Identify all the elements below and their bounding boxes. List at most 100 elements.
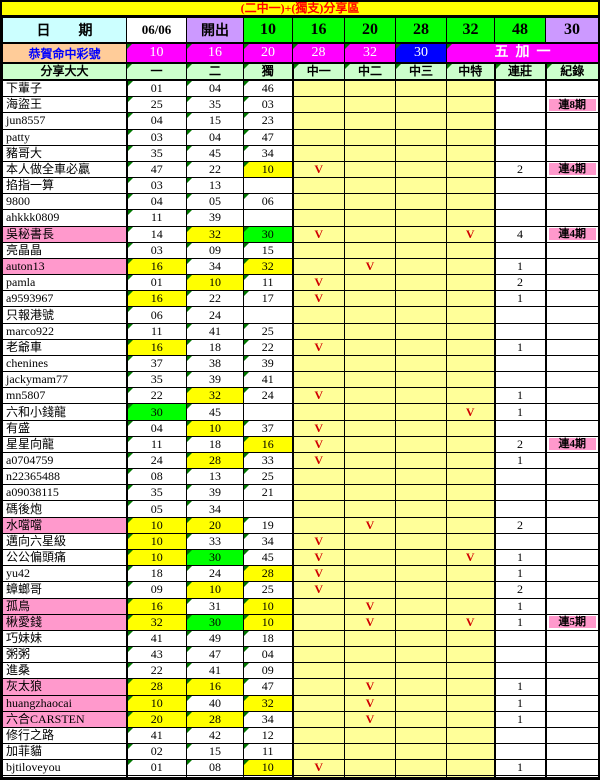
number-cell: 03 (126, 128, 187, 146)
text-flag-icon (127, 550, 133, 555)
number-cell (243, 775, 294, 778)
text-flag-icon (187, 194, 192, 200)
number-value: 43 (150, 647, 163, 662)
number-value: 25 (261, 323, 274, 338)
hit-mark-cell (344, 241, 396, 259)
hit-mark-cell: V (344, 257, 396, 276)
hit-mark-cell (395, 371, 447, 389)
text-flag-icon (127, 469, 133, 475)
number-value: 20 (150, 711, 163, 726)
hit-mark-cell (395, 112, 447, 130)
number-cell: 16 (126, 597, 187, 615)
number-cell: 10 (243, 759, 294, 777)
number-value: 16 (209, 679, 221, 694)
hit-mark-cell (395, 710, 447, 728)
streak-record-badge: 連8期 (548, 98, 596, 111)
streak-count-cell: 2 (494, 160, 547, 179)
number-cell: 23 (243, 112, 294, 130)
number-cell: 22 (243, 338, 294, 356)
text-flag-icon (187, 324, 192, 329)
number-cell: 31 (186, 597, 244, 615)
hit-mark-cell (446, 290, 496, 308)
record-cell (545, 629, 598, 648)
number-cell: 10 (126, 532, 187, 551)
table-row: chenines 37 38 39 (2, 354, 598, 373)
number-cell: 18 (243, 629, 294, 648)
record-cell (545, 662, 598, 680)
table-row: 水噹噹 10 20 19 V 2 (2, 516, 598, 534)
number-cell: 42 (186, 726, 244, 745)
hit-mark-cell (292, 743, 345, 761)
text-flag-icon (127, 291, 133, 297)
text-flag-icon (187, 275, 192, 281)
text-flag-icon (244, 275, 249, 281)
text-flag-icon (447, 44, 452, 49)
player-name-cell: 修行之路 (2, 726, 128, 745)
number-cell: 14 (126, 225, 187, 243)
number-value: 11 (261, 275, 274, 290)
hit-mark-cell (446, 451, 496, 470)
number-cell: 35 (126, 144, 187, 162)
table-row: 吳秘書長 14 32 30 V V 4 連4期 (2, 225, 598, 243)
congrats-label-cell: 恭賀命中彩號 (2, 42, 127, 64)
streak-count-cell: 1 (494, 597, 547, 615)
hit-mark-cell (395, 662, 447, 680)
drawn-number-cell: 20 (344, 17, 396, 44)
number-cell: 04 (126, 193, 187, 211)
streak-count-cell: 1 (494, 548, 547, 567)
player-name-cell: marco922 (2, 322, 128, 340)
record-cell (545, 128, 598, 146)
text-flag-icon (244, 227, 249, 232)
hit-mark-cell (446, 338, 496, 356)
hit-mark-cell (446, 678, 496, 696)
number-cell: 04 (243, 646, 294, 664)
streak-count-cell (494, 726, 547, 745)
text-flag-icon (244, 259, 249, 264)
hit-mark-cell (344, 484, 396, 502)
number-cell: 28 (186, 451, 244, 470)
hit-mark-cell (395, 548, 447, 567)
player-name-cell: 邁向六星級 (2, 532, 128, 551)
text-flag-icon (244, 679, 249, 685)
text-flag-icon (127, 696, 133, 701)
record-cell (545, 306, 598, 324)
number-value: 10 (150, 533, 163, 548)
text-flag-icon (244, 469, 249, 475)
streak-count-cell (494, 306, 547, 324)
text-flag-icon (187, 130, 192, 135)
number-cell: 18 (186, 338, 244, 356)
number-cell: 11 (243, 274, 294, 292)
number-cell: 10 (243, 613, 294, 631)
text-flag-icon (244, 64, 249, 69)
number-cell: 03 (243, 96, 294, 114)
hit-mark-cell (446, 274, 496, 292)
number-value: 11 (261, 744, 274, 759)
hit-mark-cell (395, 565, 447, 583)
record-cell (545, 484, 598, 502)
streak-count-cell: 2 (494, 274, 547, 292)
player-name-cell: 9800 (2, 193, 128, 211)
number-value: 41 (209, 663, 221, 678)
number-value: 45 (209, 145, 221, 160)
hit-mark-cell (395, 500, 447, 518)
number-value: 41 (150, 727, 163, 742)
hit-mark-cell (292, 710, 345, 728)
text-flag-icon (127, 340, 133, 345)
hit-mark-cell (395, 209, 447, 227)
text-flag-icon (244, 744, 249, 750)
number-value: 09 (261, 663, 274, 678)
number-value: 10 (150, 695, 163, 710)
number-value: 18 (209, 339, 221, 354)
hit-mark-cell: V (292, 225, 345, 243)
hit-mark-cell (292, 144, 345, 162)
number-cell: 32 (186, 225, 244, 243)
hit-mark-cell (446, 435, 496, 453)
text-flag-icon (244, 340, 249, 345)
hit-mark-cell (395, 435, 447, 453)
record-cell (545, 516, 598, 534)
player-name-cell: 有盛 (2, 419, 128, 437)
number-value: 33 (209, 533, 221, 548)
hit-mark-cell (395, 581, 447, 599)
text-flag-icon (396, 44, 401, 49)
number-value: 16 (150, 339, 163, 354)
